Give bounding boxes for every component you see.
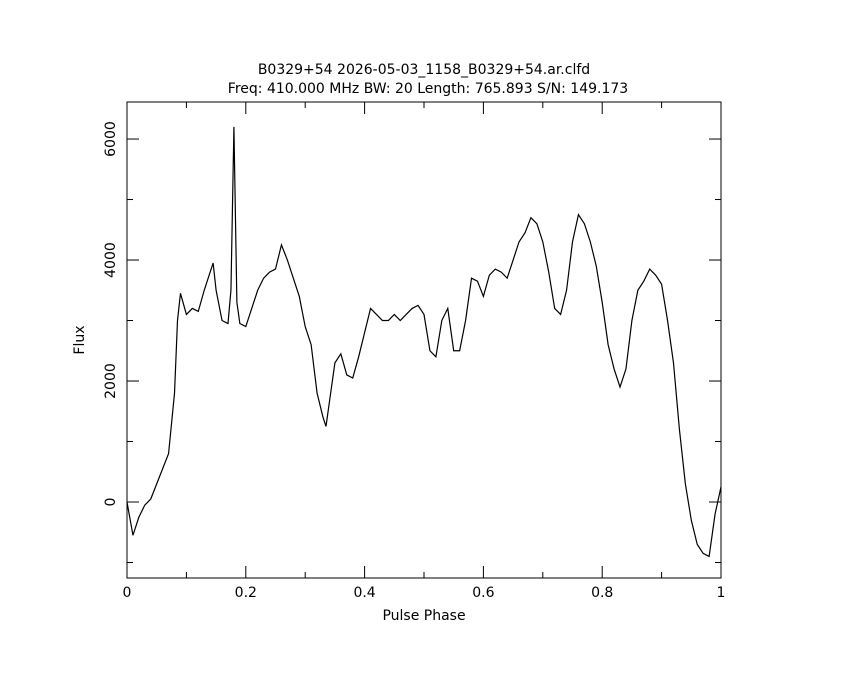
y-axis-label: Flux [72, 325, 88, 354]
x-tick-label: 0.4 [353, 585, 375, 601]
x-tick-label: 0 [123, 585, 132, 601]
x-tick-label: 0.8 [591, 585, 613, 601]
x-axis-label: Pulse Phase [382, 608, 465, 624]
flux-line [126, 126, 722, 558]
y-tick-label: 2000 [103, 363, 119, 399]
x-tick-label: 0.6 [472, 585, 494, 601]
chart-title: B0329+54 2026-05-03_1158_B0329+54.ar.clf… [258, 62, 590, 78]
x-tick-label: 1 [717, 585, 726, 601]
y-tick-label: 4000 [103, 242, 119, 278]
y-tick-label: 6000 [103, 121, 119, 157]
y-tick-label: 0 [103, 498, 119, 507]
x-tick-label: 0.2 [235, 585, 257, 601]
chart-subtitle: Freq: 410.000 MHz BW: 20 Length: 765.893… [228, 81, 628, 97]
